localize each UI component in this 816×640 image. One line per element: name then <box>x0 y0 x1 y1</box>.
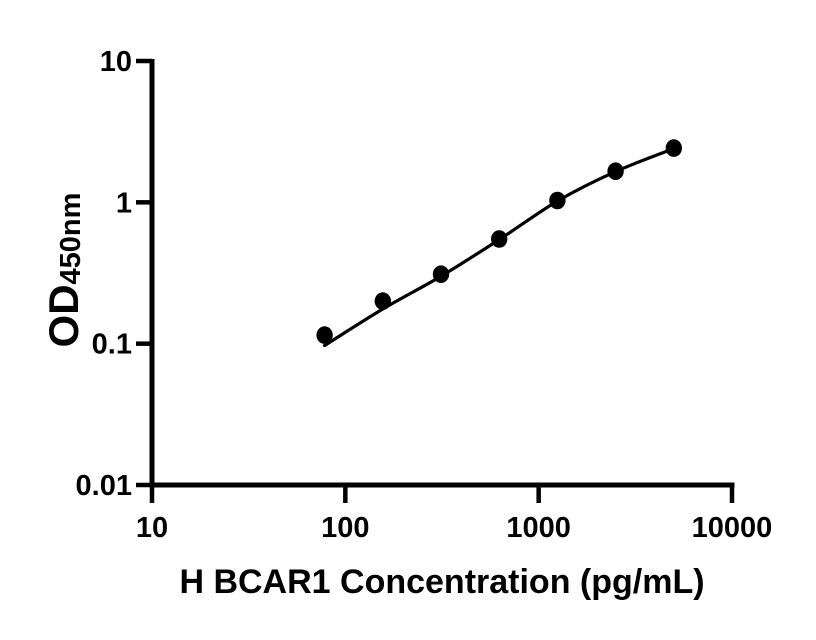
data-point <box>432 265 450 284</box>
x-tick-label-10000: 10000 <box>692 512 773 544</box>
x-axis-title: H BCAR1 Concentration (pg/mL) <box>179 563 705 601</box>
data-point <box>549 191 566 210</box>
y-tick-label-10: 10 <box>100 46 132 78</box>
x-tick-label-100: 100 <box>321 512 369 544</box>
y-axis-title-subscript: 450nm <box>55 192 87 285</box>
data-point <box>491 230 508 248</box>
y-tick-label-0.01: 0.01 <box>76 470 132 502</box>
data-point <box>374 292 391 310</box>
y-tick-label-0.1: 0.1 <box>92 329 132 361</box>
data-point <box>316 326 333 344</box>
y-axis-title: OD 450nm <box>40 170 87 370</box>
data-point <box>665 139 682 157</box>
x-tick-label-10: 10 <box>136 512 168 544</box>
y-tick-label-1: 1 <box>116 187 132 219</box>
data-point <box>607 162 624 180</box>
y-axis-title-main: OD <box>40 284 87 348</box>
x-tick-label-1000: 1000 <box>506 512 571 544</box>
